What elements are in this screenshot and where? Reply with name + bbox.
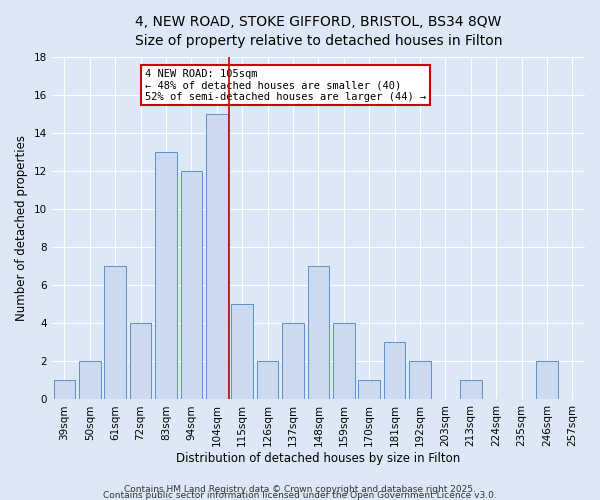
Text: Contains public sector information licensed under the Open Government Licence v3: Contains public sector information licen… [103, 490, 497, 500]
Y-axis label: Number of detached properties: Number of detached properties [15, 135, 28, 321]
Bar [384, 342, 406, 400]
Bar [232, 304, 253, 400]
X-axis label: Distribution of detached houses by size in Filton: Distribution of detached houses by size … [176, 452, 460, 465]
Bar [130, 324, 151, 400]
Text: Contains HM Land Registry data © Crown copyright and database right 2025.: Contains HM Land Registry data © Crown c… [124, 484, 476, 494]
Bar [206, 114, 227, 400]
Bar [104, 266, 126, 400]
Bar [257, 362, 278, 400]
Bar [308, 266, 329, 400]
Bar [155, 152, 177, 400]
Bar [536, 362, 557, 400]
Bar [282, 324, 304, 400]
Bar [460, 380, 482, 400]
Bar [53, 380, 75, 400]
Title: 4, NEW ROAD, STOKE GIFFORD, BRISTOL, BS34 8QW
Size of property relative to detac: 4, NEW ROAD, STOKE GIFFORD, BRISTOL, BS3… [134, 15, 502, 48]
Text: 4 NEW ROAD: 105sqm
← 48% of detached houses are smaller (40)
52% of semi-detache: 4 NEW ROAD: 105sqm ← 48% of detached hou… [145, 68, 426, 102]
Bar [333, 324, 355, 400]
Bar [79, 362, 101, 400]
Bar [409, 362, 431, 400]
Bar [181, 171, 202, 400]
Bar [358, 380, 380, 400]
